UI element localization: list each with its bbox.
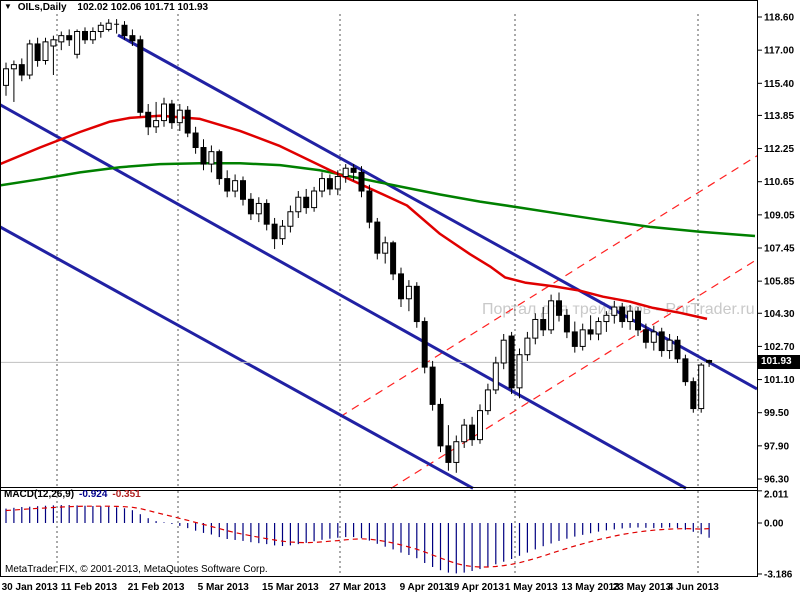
macd-tick-label: -3.186 xyxy=(764,569,793,580)
grid-layer xyxy=(56,14,699,576)
price-tick-label: 112.25 xyxy=(764,144,794,155)
candlestick-series[interactable] xyxy=(3,19,713,473)
macd-histogram xyxy=(5,505,710,574)
price-axis: 118.60 117.00 115.40 113.85 112.25 110.65 109.… xyxy=(757,13,795,486)
date-tick-label: 15 Mar 2013 xyxy=(262,582,319,593)
date-tick-label: 5 Mar 2013 xyxy=(198,582,250,593)
date-tick-label: 11 Feb 2013 xyxy=(61,582,118,593)
price-tick-label: 115.40 xyxy=(764,79,794,90)
symbol-title: OILs,Daily xyxy=(17,2,67,13)
current-price-tag: 101.93 xyxy=(758,355,800,369)
ma-red-line xyxy=(0,114,708,321)
price-tick-label: 101.10 xyxy=(764,375,795,386)
price-tick-label: 110.65 xyxy=(764,177,794,188)
macd-name: MACD(12,26,9) xyxy=(4,489,75,500)
price-tick-label: 99.50 xyxy=(764,408,789,419)
date-tick-label: 9 Apr 2013 xyxy=(400,582,451,593)
price-tick-label: 102.70 xyxy=(764,342,795,353)
date-tick-label: 19 Apr 2013 xyxy=(448,582,504,593)
price-tick-label: 96.30 xyxy=(764,475,789,486)
date-tick-label: 30 Jan 2013 xyxy=(2,582,59,593)
date-axis: 30 Jan 2013 11 Feb 2013 21 Feb 2013 5 Mar 2… xyxy=(2,582,720,593)
price-tick-label: 104.30 xyxy=(764,309,795,320)
price-tick-label: 113.85 xyxy=(764,111,794,122)
macd-tick-label: 2.011 xyxy=(764,490,789,501)
price-tick-label: 107.45 xyxy=(764,244,795,255)
macd-tick-label: 0.00 xyxy=(764,519,784,530)
date-tick-label: 13 May 2013 xyxy=(561,582,620,593)
macd-signal-line xyxy=(5,505,710,568)
date-tick-label: 27 Mar 2013 xyxy=(329,582,386,593)
copyright-text: MetaTrader FIX, © 2001-2013, MetaQuotes … xyxy=(5,564,268,575)
price-tick-label: 118.60 xyxy=(764,13,794,24)
price-tick-label: 117.00 xyxy=(764,46,794,57)
ohlc-readout: 102.02 102.06 101.71 101.93 xyxy=(77,2,209,13)
date-tick-label: 23 May 2013 xyxy=(613,582,672,593)
macd-indicator-label: MACD(12,26,9) -0.924 -0.351 xyxy=(4,489,141,500)
macd-value-main: -0.924 xyxy=(79,489,108,500)
price-tick-label: 109.05 xyxy=(764,210,795,221)
macd-axis: 2.011 0.00 -3.186 xyxy=(757,490,793,580)
date-tick-label: 4 Jun 2013 xyxy=(668,582,720,593)
trendlines-blue xyxy=(0,33,758,490)
chart-title: ▼ OILs,Daily 102.02 102.06 101.71 101.93 xyxy=(4,2,208,13)
symbol-dropdown-icon[interactable]: ▼ xyxy=(4,2,12,11)
date-tick-label: 21 Feb 2013 xyxy=(128,582,185,593)
price-tick-label: 105.85 xyxy=(764,277,795,288)
macd-value-signal: -0.351 xyxy=(112,489,141,500)
panel-borders xyxy=(0,0,758,577)
date-tick-label: 1 May 2013 xyxy=(505,582,558,593)
price-tick-label: 97.90 xyxy=(764,441,789,452)
